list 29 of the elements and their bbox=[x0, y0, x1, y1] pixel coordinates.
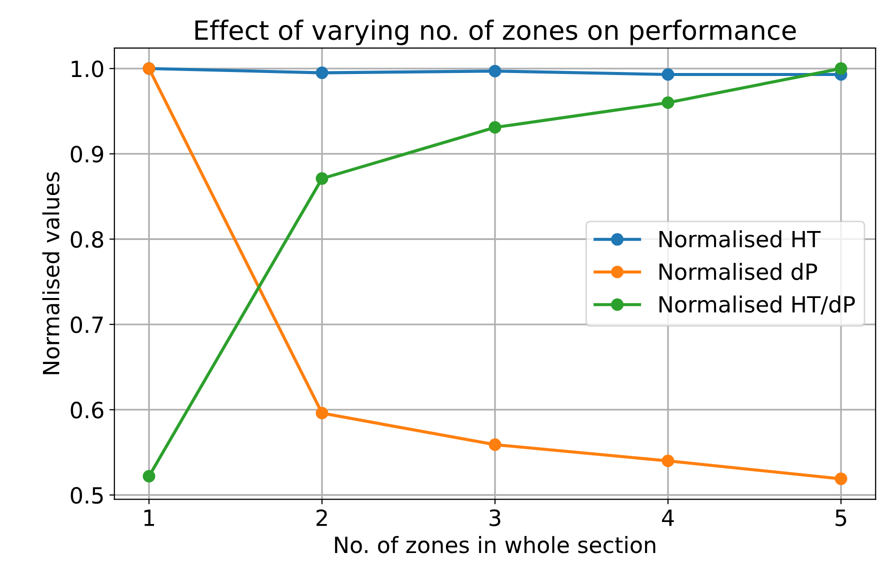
x-tick-label: 1 bbox=[144, 510, 154, 526]
legend-label: Normalised HT/dP bbox=[660, 296, 855, 314]
y-axis-title: Normalised values bbox=[42, 172, 60, 374]
point bbox=[316, 406, 328, 420]
chart-title: Effect of varying no. of zones on performance bbox=[195, 20, 796, 46]
x-tick-label: 3 bbox=[490, 509, 500, 526]
x-tick-label: 4 bbox=[662, 510, 674, 526]
point bbox=[488, 121, 502, 134]
y-tick-label: 0.6 bbox=[70, 402, 104, 418]
point bbox=[488, 438, 502, 451]
x-tick-label: 2 bbox=[316, 509, 327, 526]
point bbox=[834, 472, 848, 486]
point bbox=[316, 172, 328, 185]
legend-label: Normalised HT bbox=[660, 230, 821, 248]
point bbox=[662, 454, 674, 468]
point bbox=[316, 66, 328, 80]
x-tick-label: 5 bbox=[836, 510, 846, 526]
legend-label: Normalised dP bbox=[660, 262, 818, 280]
point bbox=[662, 96, 674, 109]
y-tick-label: 0.5 bbox=[70, 486, 103, 504]
x-axis-title: No. of zones in whole section bbox=[335, 536, 656, 554]
point bbox=[662, 68, 674, 81]
point bbox=[834, 62, 848, 75]
point bbox=[488, 64, 502, 78]
y-tick-label: 0.7 bbox=[70, 316, 103, 334]
point bbox=[142, 470, 156, 482]
y-tick-label: 0.8 bbox=[70, 231, 104, 248]
y-tick-label: 0.9 bbox=[70, 146, 104, 163]
y-tick-label: 1.0 bbox=[72, 60, 104, 78]
